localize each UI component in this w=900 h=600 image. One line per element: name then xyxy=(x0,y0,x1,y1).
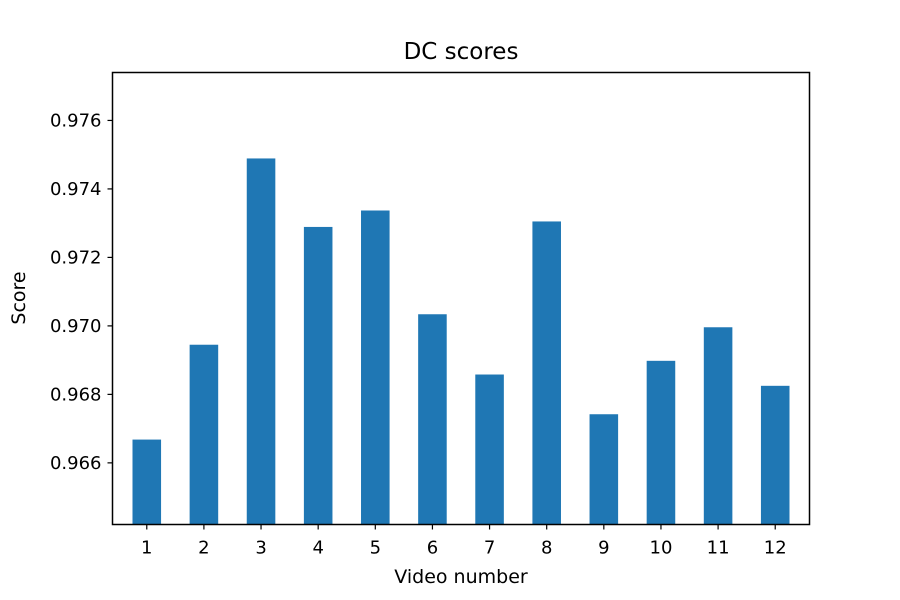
bar-8 xyxy=(532,221,561,525)
x-tick-label: 2 xyxy=(198,538,209,559)
bar-1 xyxy=(132,439,162,525)
x-tick-label: 11 xyxy=(707,538,730,559)
y-tick-label: 0.968 xyxy=(50,384,102,405)
bar-10 xyxy=(646,360,676,525)
bar-2 xyxy=(189,344,219,525)
bar-12 xyxy=(760,385,790,525)
bar-5 xyxy=(361,210,390,525)
x-tick-label: 4 xyxy=(312,538,323,559)
bar-7 xyxy=(475,374,504,525)
x-tick-label: 7 xyxy=(484,538,495,559)
x-axis-label: Video number xyxy=(394,566,528,588)
x-tick-label: 6 xyxy=(427,538,438,559)
bar-9 xyxy=(589,414,619,525)
bar-3 xyxy=(246,158,276,525)
x-tick-label: 10 xyxy=(650,538,673,559)
x-tick-label: 8 xyxy=(541,538,552,559)
y-tick-label: 0.976 xyxy=(50,110,102,131)
y-tick-label: 0.972 xyxy=(50,247,102,268)
bar-11 xyxy=(703,327,733,525)
chart-title: DC scores xyxy=(404,39,519,65)
x-tick-label: 12 xyxy=(764,538,787,559)
bar-6 xyxy=(418,314,447,525)
x-tick-label: 1 xyxy=(141,538,152,559)
y-axis: 0.966 0.968 0.970 0.972 0.974 0.976 xyxy=(50,110,113,474)
y-axis-label: Score xyxy=(8,271,30,324)
plot-frame xyxy=(111,71,811,526)
y-tick-label: 0.974 xyxy=(50,179,102,200)
x-tick-label: 9 xyxy=(598,538,609,559)
bar-4 xyxy=(303,226,333,525)
x-tick-label: 5 xyxy=(370,538,381,559)
x-tick-label: 3 xyxy=(255,538,266,559)
y-tick-label: 0.966 xyxy=(50,453,102,474)
bars-layer xyxy=(132,158,790,525)
x-axis: 1 2 3 4 5 6 7 8 9 10 11 12 xyxy=(141,524,787,559)
y-tick-label: 0.970 xyxy=(50,316,102,337)
